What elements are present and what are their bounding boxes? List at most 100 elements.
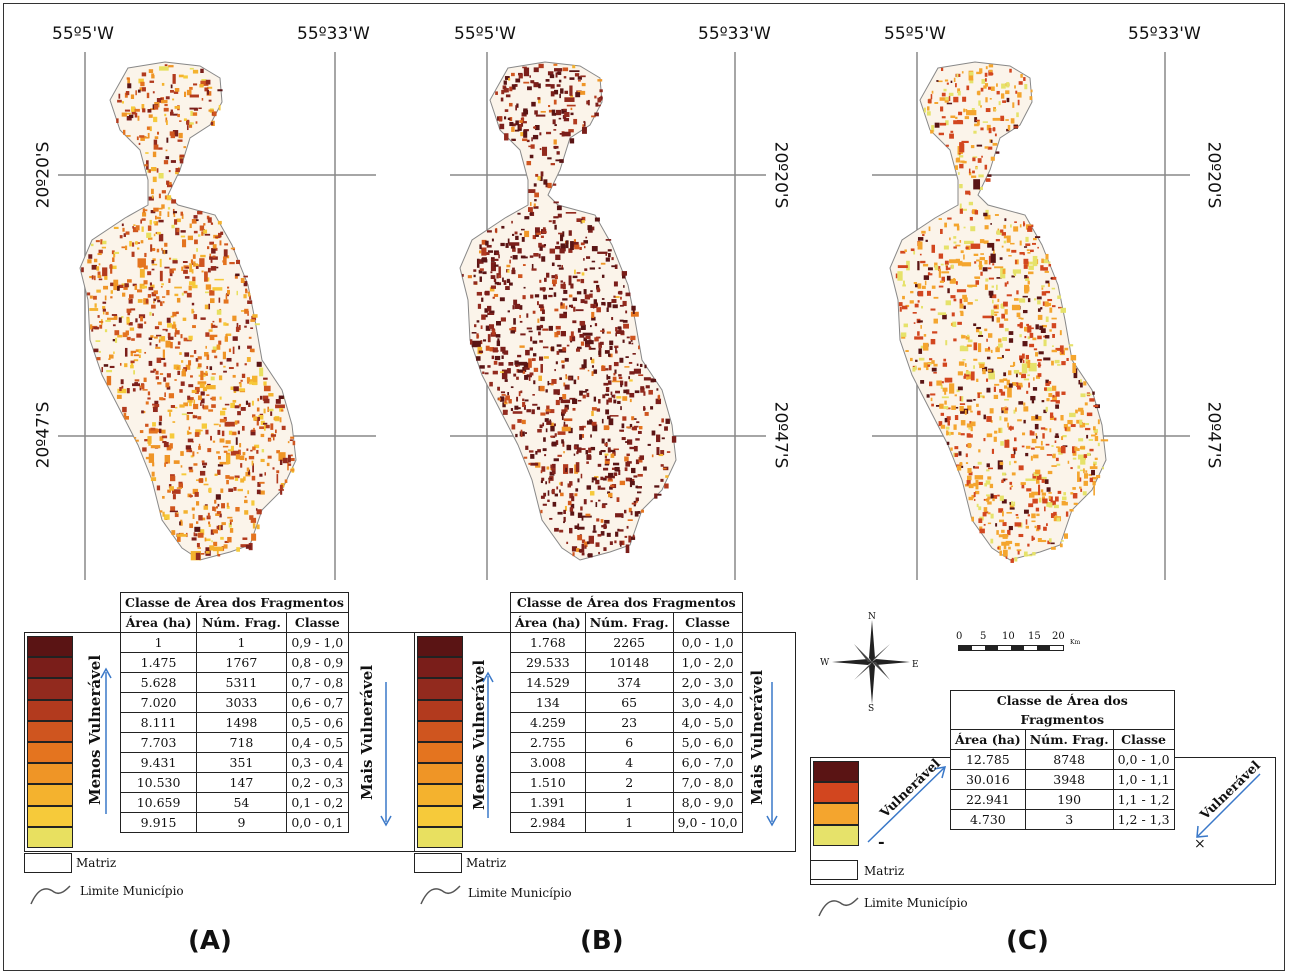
forest-fragment: [537, 429, 542, 432]
forest-fragment: [541, 111, 546, 113]
forest-fragment: [917, 261, 919, 270]
forest-fragment: [1023, 253, 1025, 255]
forest-fragment: [562, 347, 566, 351]
boundary-label: Limite Município: [468, 886, 572, 900]
forest-fragment: [151, 167, 156, 171]
forest-fragment: [607, 376, 610, 379]
forest-fragment: [639, 426, 642, 429]
forest-fragment: [126, 231, 130, 234]
forest-fragment: [508, 78, 510, 81]
forest-fragment: [974, 499, 976, 501]
forest-fragment: [1003, 225, 1006, 229]
forest-fragment: [188, 439, 193, 443]
forest-fragment: [108, 358, 110, 360]
forest-fragment: [1061, 540, 1064, 542]
forest-fragment: [990, 223, 992, 225]
forest-fragment: [1095, 433, 1097, 435]
area-cell: 4.730: [951, 810, 1026, 830]
table-row: 1.768 2265 0,0 - 1,0: [511, 633, 743, 653]
forest-fragment: [527, 327, 532, 329]
forest-fragment: [179, 133, 183, 138]
forest-fragment: [122, 407, 127, 412]
forest-fragment: [202, 98, 204, 101]
forest-fragment: [242, 426, 245, 431]
area-cell: 12.785: [951, 750, 1026, 770]
forest-fragment: [209, 329, 213, 331]
forest-fragment: [947, 288, 949, 293]
forest-fragment: [202, 404, 204, 408]
forest-fragment: [545, 389, 547, 392]
forest-fragment: [1006, 556, 1008, 559]
forest-fragment: [601, 263, 606, 265]
forest-fragment: [614, 449, 619, 451]
forest-fragment: [619, 430, 624, 432]
arrow-down-icon: [762, 680, 782, 830]
area-cell: 7.703: [121, 733, 197, 753]
forest-fragment: [970, 411, 973, 413]
forest-fragment: [119, 387, 121, 391]
forest-fragment: [146, 457, 149, 459]
forest-fragment: [235, 507, 239, 512]
forest-fragment: [978, 506, 981, 510]
forest-fragment: [1024, 510, 1029, 514]
forest-fragment: [211, 223, 213, 225]
forest-fragment: [233, 386, 238, 391]
forest-fragment: [517, 248, 521, 253]
forest-fragment: [994, 109, 996, 111]
forest-fragment: [936, 80, 938, 82]
forest-fragment: [102, 241, 106, 244]
forest-fragment: [941, 425, 945, 429]
forest-fragment: [1021, 318, 1024, 320]
forest-fragment: [1026, 488, 1031, 491]
forest-fragment: [223, 256, 227, 265]
forest-fragment: [552, 279, 557, 284]
forest-fragment: [1055, 496, 1059, 501]
forest-fragment: [525, 446, 528, 450]
area-cell: 1.768: [511, 633, 586, 653]
forest-fragment: [998, 343, 1003, 347]
forest-fragment: [246, 320, 250, 324]
count-cell: 2265: [585, 633, 673, 653]
forest-fragment: [142, 286, 147, 289]
forest-fragment: [479, 250, 481, 253]
forest-fragment: [173, 74, 176, 84]
forest-fragment: [897, 271, 902, 281]
forest-fragment: [150, 342, 152, 345]
forest-fragment: [610, 450, 615, 452]
forest-fragment: [584, 289, 587, 294]
forest-fragment: [496, 252, 499, 255]
forest-fragment: [171, 405, 175, 408]
forest-fragment: [158, 322, 162, 326]
forest-fragment: [171, 84, 173, 88]
class-cell: 7,0 - 8,0: [673, 773, 742, 793]
forest-fragment: [1041, 328, 1046, 333]
forest-fragment: [238, 489, 243, 491]
forest-fragment: [249, 456, 254, 459]
legend-swatch: [417, 657, 463, 678]
forest-fragment: [157, 232, 161, 235]
forest-fragment: [924, 108, 926, 113]
forest-fragment: [991, 86, 995, 90]
forest-fragment: [219, 375, 222, 380]
forest-fragment: [987, 497, 990, 500]
forest-fragment: [172, 421, 175, 423]
forest-fragment: [161, 283, 164, 285]
forest-fragment: [605, 394, 609, 396]
forest-fragment: [264, 424, 266, 430]
forest-fragment: [979, 530, 981, 532]
forest-fragment: [210, 436, 212, 441]
forest-fragment: [491, 259, 499, 261]
forest-fragment: [971, 517, 974, 522]
forest-fragment: [144, 280, 148, 284]
forest-fragment: [88, 254, 92, 259]
forest-fragment: [638, 474, 643, 477]
forest-fragment: [211, 404, 216, 408]
forest-fragment: [524, 287, 526, 289]
forest-fragment: [596, 518, 599, 521]
forest-fragment: [992, 263, 994, 265]
forest-fragment: [519, 315, 521, 318]
forest-fragment: [932, 331, 937, 333]
forest-fragment: [499, 116, 502, 121]
forest-fragment: [506, 265, 510, 268]
forest-fragment: [509, 103, 513, 107]
